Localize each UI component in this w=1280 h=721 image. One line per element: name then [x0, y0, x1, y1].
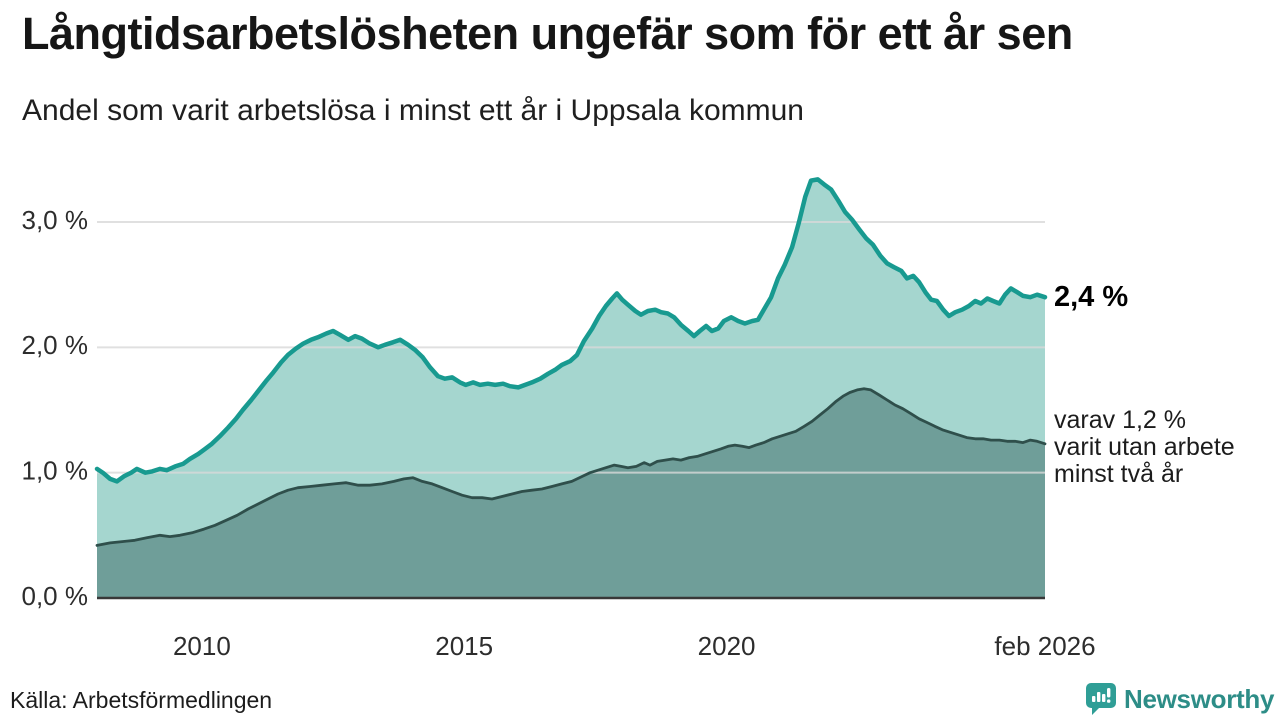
chart-subtitle: Andel som varit arbetslösa i minst ett å… [22, 94, 804, 127]
y-axis-tick-label: 3,0 % [22, 205, 89, 235]
x-axis-tick-label: 2015 [435, 631, 493, 661]
y-axis-tick-label: 0,0 % [22, 581, 89, 611]
x-axis-tick-label: 2010 [173, 631, 231, 661]
subset-series-annotation: varav 1,2 % varit utan arbete minst två … [1054, 407, 1235, 488]
subset-annotation-line-1: varav 1,2 % [1054, 406, 1187, 434]
total-series-value-label: 2,4 % [1054, 281, 1129, 313]
newsworthy-bubble-chart-icon [1085, 682, 1117, 716]
subset-annotation-line-3: minst två år [1054, 460, 1184, 488]
total-series-line [94, 177, 1048, 484]
y-axis-tick-label: 1,0 % [22, 456, 89, 486]
y-axis-tick-label: 2,0 % [22, 330, 89, 360]
subset-series-line [95, 387, 1047, 547]
x-axis-tick-label: 2020 [698, 631, 756, 661]
x-axis-tick-label: feb 2026 [994, 631, 1095, 661]
newsworthy-wordmark: Newsworthy [1124, 683, 1275, 714]
newsworthy-logo: Newsworthy [1085, 682, 1274, 716]
subset-annotation-line-2: varit utan arbete [1054, 433, 1235, 461]
subset-area-fill [97, 388, 1045, 598]
source-attribution: Källa: Arbetsförmedlingen [10, 687, 273, 713]
page-title: Långtidsarbetslösheten ungefär som för e… [22, 8, 1073, 59]
